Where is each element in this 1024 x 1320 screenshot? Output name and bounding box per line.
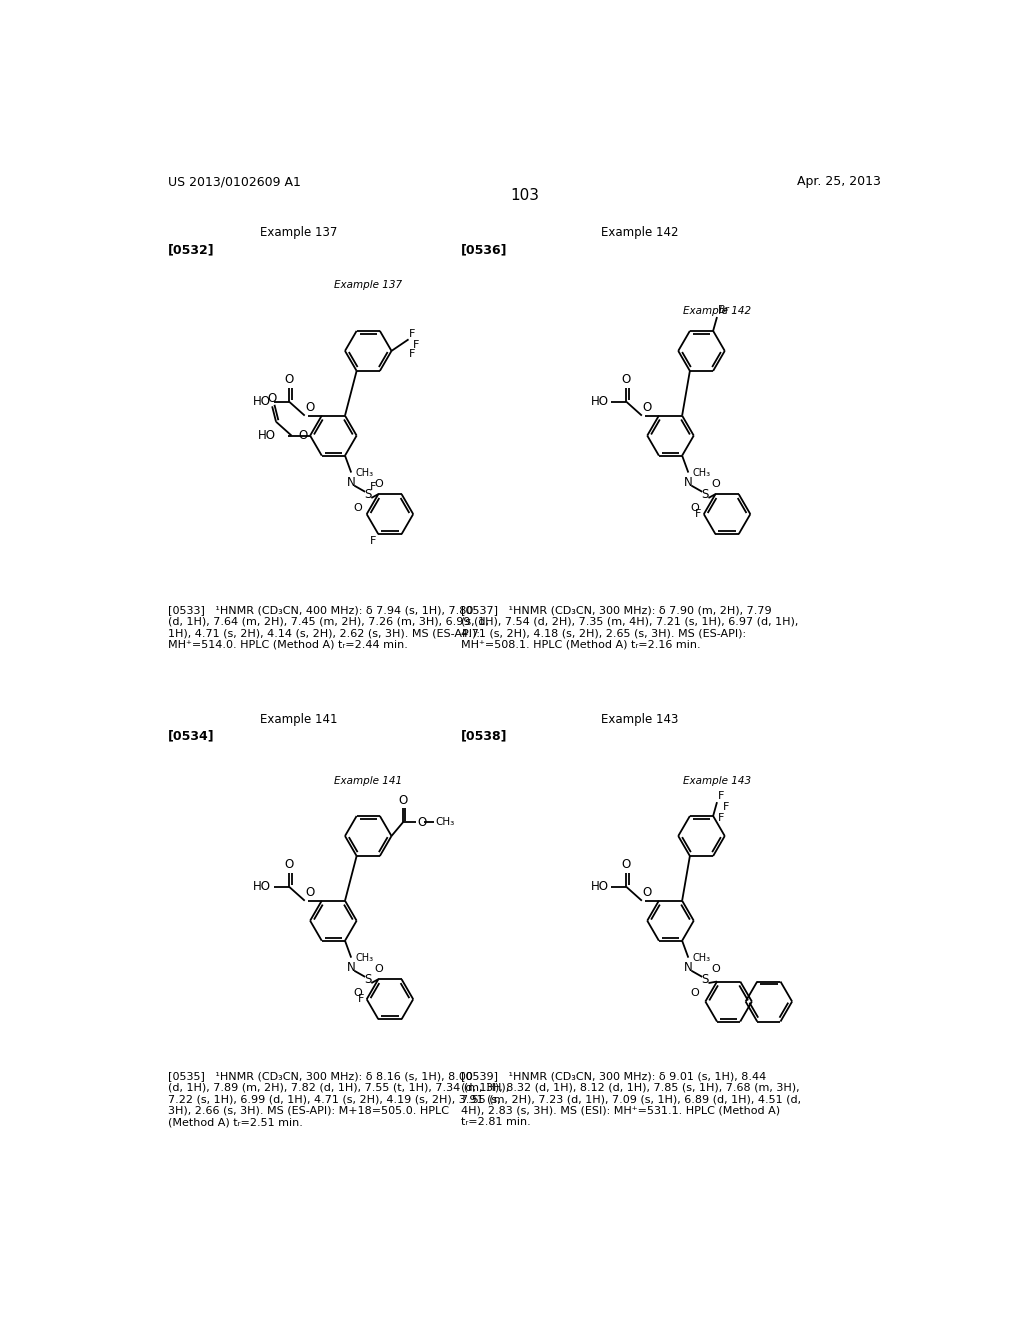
Text: O: O xyxy=(285,858,294,871)
Text: O: O xyxy=(690,987,699,998)
Text: O: O xyxy=(375,964,383,974)
Text: HO: HO xyxy=(253,395,271,408)
Text: Example 142: Example 142 xyxy=(683,306,751,317)
Text: HO: HO xyxy=(258,429,276,442)
Text: Example 143: Example 143 xyxy=(601,713,678,726)
Text: S: S xyxy=(365,973,372,986)
Text: O: O xyxy=(267,392,276,405)
Text: F: F xyxy=(718,813,724,822)
Text: HO: HO xyxy=(253,880,271,894)
Text: Example 137: Example 137 xyxy=(334,280,402,290)
Text: 103: 103 xyxy=(510,187,540,203)
Text: S: S xyxy=(701,488,709,502)
Text: O: O xyxy=(712,964,720,974)
Text: CH₃: CH₃ xyxy=(693,953,711,964)
Text: Example 141: Example 141 xyxy=(260,713,337,726)
Text: [0535]   ¹HNMR (CD₃CN, 300 MHz): δ 8.16 (s, 1H), 8.00
(d, 1H), 7.89 (m, 2H), 7.8: [0535] ¹HNMR (CD₃CN, 300 MHz): δ 8.16 (s… xyxy=(168,1071,510,1127)
Text: O: O xyxy=(375,479,383,488)
Text: S: S xyxy=(701,973,709,986)
Text: Example 141: Example 141 xyxy=(334,776,402,785)
Text: N: N xyxy=(347,961,355,974)
Text: [0533]   ¹HNMR (CD₃CN, 400 MHz): δ 7.94 (s, 1H), 7.80
(d, 1H), 7.64 (m, 2H), 7.4: [0533] ¹HNMR (CD₃CN, 400 MHz): δ 7.94 (s… xyxy=(168,605,489,649)
Text: CH₃: CH₃ xyxy=(356,953,374,964)
Text: N: N xyxy=(684,961,692,974)
Text: US 2013/0102609 A1: US 2013/0102609 A1 xyxy=(168,176,301,189)
Text: Example 142: Example 142 xyxy=(601,226,678,239)
Text: Example 143: Example 143 xyxy=(683,776,751,785)
Text: O: O xyxy=(353,987,362,998)
Text: N: N xyxy=(684,477,692,488)
Text: HO: HO xyxy=(591,880,608,894)
Text: F: F xyxy=(409,350,415,359)
Text: S: S xyxy=(365,488,372,502)
Text: CH₃: CH₃ xyxy=(356,467,374,478)
Text: O: O xyxy=(643,401,652,414)
Text: F: F xyxy=(370,536,376,546)
Text: [0532]: [0532] xyxy=(168,243,215,256)
Text: O: O xyxy=(712,479,720,488)
Text: O: O xyxy=(353,503,362,512)
Text: F: F xyxy=(718,791,724,801)
Text: O: O xyxy=(622,858,631,871)
Text: O: O xyxy=(643,886,652,899)
Text: F: F xyxy=(722,801,729,812)
Text: O: O xyxy=(417,816,426,829)
Text: N: N xyxy=(347,477,355,488)
Text: CH₃: CH₃ xyxy=(435,817,455,828)
Text: [0538]: [0538] xyxy=(461,730,508,743)
Text: O: O xyxy=(305,401,314,414)
Text: [0536]: [0536] xyxy=(461,243,508,256)
Text: [0534]: [0534] xyxy=(168,730,215,743)
Text: Example 137: Example 137 xyxy=(260,226,337,239)
Text: Apr. 25, 2013: Apr. 25, 2013 xyxy=(798,176,882,189)
Text: O: O xyxy=(299,429,308,442)
Text: F: F xyxy=(358,994,365,1005)
Text: [0537]   ¹HNMR (CD₃CN, 300 MHz): δ 7.90 (m, 2H), 7.79
(s, 1H), 7.54 (d, 2H), 7.3: [0537] ¹HNMR (CD₃CN, 300 MHz): δ 7.90 (m… xyxy=(461,605,799,649)
Text: F: F xyxy=(409,330,415,339)
Text: Br: Br xyxy=(718,305,730,315)
Text: F: F xyxy=(370,482,376,492)
Text: F: F xyxy=(414,339,420,350)
Text: [0539]   ¹HNMR (CD₃CN, 300 MHz): δ 9.01 (s, 1H), 8.44
(d, 1H), 8.32 (d, 1H), 8.1: [0539] ¹HNMR (CD₃CN, 300 MHz): δ 9.01 (s… xyxy=(461,1071,802,1127)
Text: CH₃: CH₃ xyxy=(693,467,711,478)
Text: O: O xyxy=(398,793,408,807)
Text: O: O xyxy=(690,503,699,512)
Text: O: O xyxy=(622,374,631,387)
Text: O: O xyxy=(285,374,294,387)
Text: O: O xyxy=(305,886,314,899)
Text: F: F xyxy=(695,510,701,519)
Text: HO: HO xyxy=(591,395,608,408)
